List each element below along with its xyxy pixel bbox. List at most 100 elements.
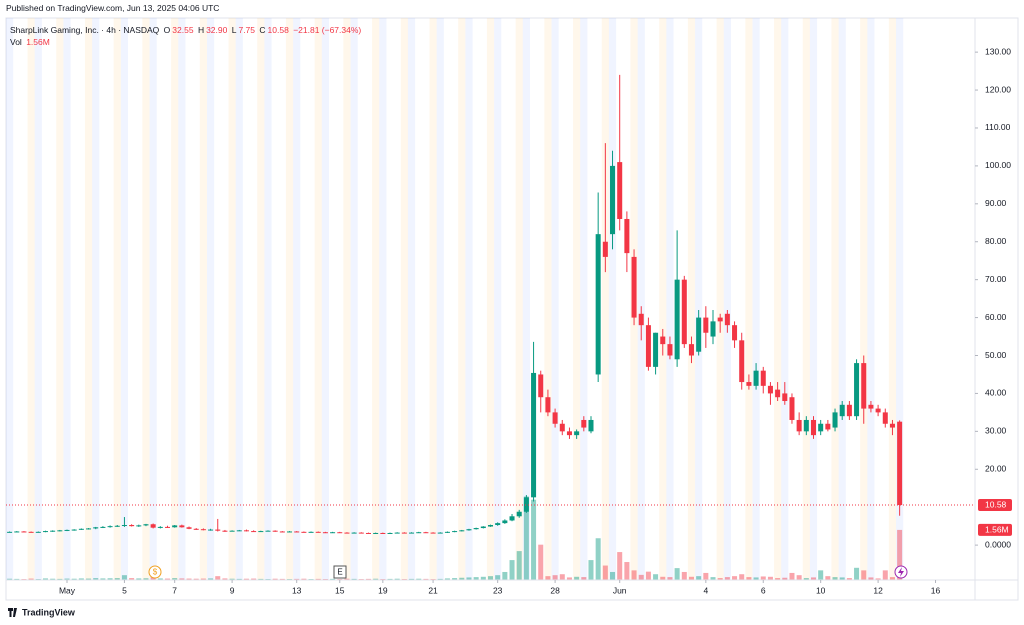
candle-body [875, 408, 881, 413]
y-tick-label: 0.0000 [985, 539, 1011, 549]
session-band [465, 18, 473, 580]
volume-bar [703, 572, 709, 580]
session-band [809, 18, 818, 580]
y-tick-label: 50.00 [985, 350, 1007, 360]
volume-bar [301, 578, 307, 580]
volume-bar [753, 577, 759, 580]
session-band [257, 18, 265, 580]
volume-bar [279, 578, 285, 580]
dividend-label: $ [153, 568, 158, 577]
dividend-marker[interactable] [148, 565, 162, 579]
candle-body [358, 532, 364, 534]
session-band [63, 18, 71, 580]
candle-body [337, 532, 343, 534]
candle-body [365, 532, 371, 534]
candle-body [308, 531, 314, 533]
session-band [896, 18, 904, 580]
candle-body [767, 385, 773, 394]
candle-body [279, 531, 285, 533]
earnings-marker[interactable] [333, 565, 347, 579]
volume-bar [387, 578, 393, 580]
last-price-tag [978, 498, 1012, 511]
candle-body [409, 532, 415, 534]
session-band [228, 18, 236, 580]
candle-body [157, 526, 163, 528]
volume-bar [64, 578, 70, 580]
session-band [601, 18, 609, 580]
session-band [350, 18, 358, 580]
candle-body [588, 419, 594, 432]
x-tick-label: 19 [378, 585, 388, 595]
candle-body [732, 325, 738, 341]
session-band [142, 18, 150, 580]
volume-bar [473, 577, 479, 580]
volume-bar [839, 577, 845, 580]
candle-body [93, 527, 99, 529]
candle-body [459, 530, 465, 532]
volume-bar [229, 578, 235, 580]
volume-bar [660, 576, 666, 580]
session-band [400, 18, 408, 580]
volume-bar [423, 578, 429, 580]
candle-body [344, 532, 350, 534]
session-band [486, 18, 495, 580]
plot [7, 74, 903, 580]
volume-bar [566, 577, 572, 580]
x-tick-label: 23 [493, 585, 503, 595]
volume-bar [42, 578, 48, 580]
change: −21.81 (−67.34%) [293, 25, 362, 35]
session-band [120, 18, 129, 580]
volume-bar [315, 578, 321, 580]
session-band [429, 18, 437, 580]
candle-body [272, 530, 278, 532]
vol-key: Vol [10, 37, 22, 47]
session-band [867, 18, 875, 580]
candle-body [810, 419, 817, 436]
candle-body [545, 397, 551, 413]
o-value: 32.55 [172, 25, 194, 35]
session-band [695, 18, 703, 580]
candle-body [172, 525, 178, 528]
volume-bar [509, 560, 515, 580]
volume-bar [617, 552, 623, 580]
volume-bar [875, 578, 881, 580]
x-tick-label: 9 [230, 585, 235, 595]
l-value: 7.75 [238, 25, 256, 35]
candle-body [14, 531, 20, 533]
x-tick-label: 10 [816, 585, 826, 595]
candle-body [28, 531, 34, 533]
x-tick-label: 21 [428, 585, 438, 595]
volume-bar [272, 578, 278, 580]
volume-bar [437, 578, 443, 580]
volume-bar [610, 571, 616, 580]
candle-body [696, 317, 702, 352]
x-tick-label: Jun [613, 585, 627, 595]
candle-body [753, 370, 759, 386]
session-band [802, 18, 810, 580]
candle-body [78, 528, 84, 530]
candle-body [739, 340, 745, 383]
volume-bar [394, 578, 400, 580]
session-band [314, 18, 322, 580]
session-band [379, 18, 387, 580]
x-tick-label: 7 [172, 585, 177, 595]
volume-bar [28, 578, 34, 580]
candle-body [430, 532, 436, 534]
candle-body [57, 530, 63, 532]
session-band [372, 18, 380, 580]
volume-bar [552, 575, 558, 580]
session-band [860, 18, 868, 580]
volume-bar [172, 578, 178, 580]
candle-body [243, 530, 249, 532]
session-band [515, 18, 523, 580]
volume-bar [825, 576, 831, 580]
candle-body [624, 218, 630, 254]
volume-bar [416, 578, 422, 580]
volume-bar [365, 578, 371, 580]
volume-bar [746, 577, 752, 580]
candle-body [710, 321, 716, 337]
candle-body [200, 529, 206, 531]
volume-bar [516, 551, 522, 580]
volume-bar [882, 570, 888, 580]
h-value: 32.90 [206, 25, 228, 35]
